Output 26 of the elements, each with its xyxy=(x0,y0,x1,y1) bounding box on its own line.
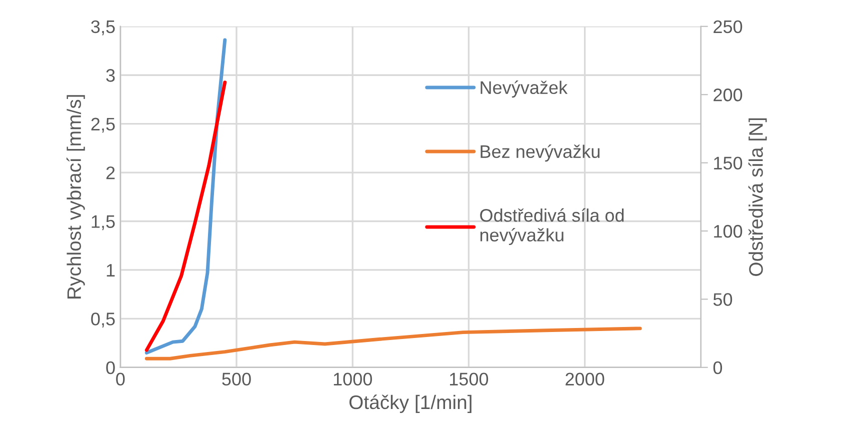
x-tick-label: 1500 xyxy=(450,372,488,386)
x-tick-label: 500 xyxy=(222,372,251,386)
x-tick-label: 1000 xyxy=(334,372,372,386)
y-tick-label: 1 xyxy=(106,264,115,277)
y2-tick-label: 100 xyxy=(714,224,742,238)
legend-label: Bez nevývažku xyxy=(480,144,600,162)
y-tick-label: 2,5 xyxy=(91,118,115,133)
y2-axis-title: Odstředivá síla [N] xyxy=(748,118,767,276)
y-axis-title: Rychlost vybrací [mm/s] xyxy=(66,95,85,298)
legend-label: Nevývažek xyxy=(480,80,568,98)
y2-tick-label: 50 xyxy=(713,293,732,306)
legend-label: Odstředivá síla od nevývažku xyxy=(480,208,624,246)
x-tick-label: 0 xyxy=(116,372,125,386)
y-tick-label: 3 xyxy=(106,69,115,82)
y2-tick-label: 200 xyxy=(714,88,742,102)
x-tick-label: 2000 xyxy=(566,372,604,386)
y-tick-label: 1,5 xyxy=(92,215,115,230)
y-tick-label: 2 xyxy=(106,166,115,180)
y-tick-label: 0,5 xyxy=(91,312,115,328)
y2-tick-label: 250 xyxy=(714,20,742,34)
y-tick-label: 0 xyxy=(106,361,115,374)
y2-tick-label: 150 xyxy=(714,156,742,170)
y-tick-label: 3,5 xyxy=(91,20,115,36)
line-series xyxy=(144,326,642,360)
y2-tick-label: 0 xyxy=(713,361,722,374)
x-axis-title: Otáčky [1/min] xyxy=(349,394,472,413)
